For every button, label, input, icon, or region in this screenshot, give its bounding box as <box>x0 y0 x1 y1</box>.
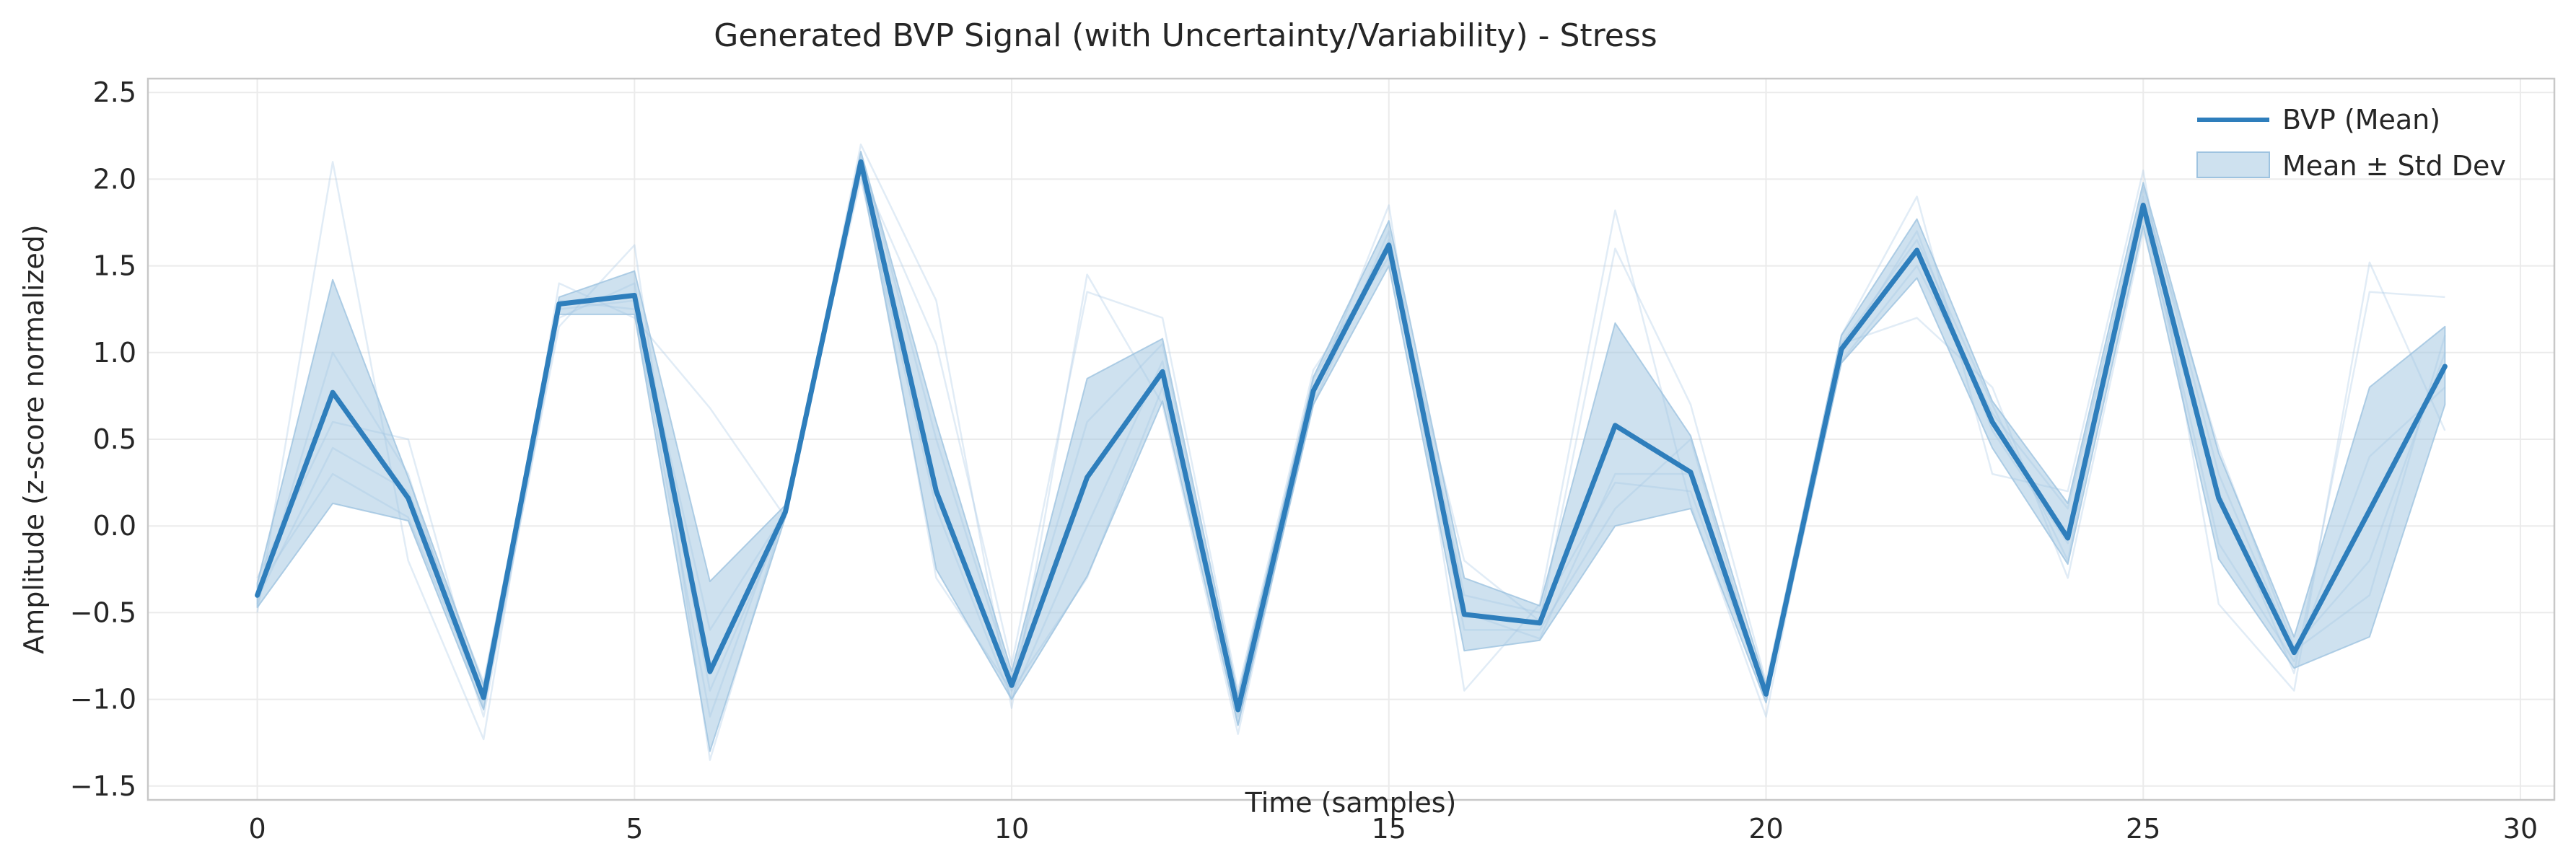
chart-title: Generated BVP Signal (with Uncertainty/V… <box>714 17 1657 54</box>
x-axis-label: Time (samples) <box>1245 787 1457 819</box>
plot-frame <box>146 77 2556 801</box>
x-tick-label: 10 <box>994 813 1029 841</box>
y-tick-label: −1.5 <box>70 770 136 802</box>
sample-line <box>256 144 2446 741</box>
sample-line <box>256 178 2446 726</box>
y-tick-label: 1.0 <box>93 337 136 369</box>
sample-line <box>256 157 2446 718</box>
x-tick-label: 0 <box>248 813 266 841</box>
y-tick-label: 1.5 <box>93 250 136 282</box>
y-tick-labels: −1.5 −1.0 −0.5 0.0 0.5 1.0 1.5 2.0 2.5 <box>70 76 136 802</box>
y-tick-label: 2.5 <box>93 76 136 108</box>
sample-lines-layer <box>256 144 2446 761</box>
y-tick-label: 0.5 <box>93 423 136 455</box>
legend-band-swatch <box>2196 151 2270 178</box>
x-tick-label: 30 <box>2503 813 2538 841</box>
mean-line-layer <box>255 159 2448 713</box>
y-tick-label: 2.0 <box>93 163 136 195</box>
x-tick-labels: 0 5 10 15 20 25 30 <box>248 813 2538 841</box>
x-tick-label: 20 <box>1748 813 1783 841</box>
legend-band-label: Mean ± Std Dev <box>2282 150 2506 182</box>
y-tick-label: 0.0 <box>93 510 136 542</box>
mean-line <box>255 159 2448 713</box>
std-band-layer <box>256 151 2446 752</box>
sample-line <box>256 169 2445 761</box>
y-axis-label: Amplitude (z-score normalized) <box>18 224 50 653</box>
y-tick-label: −1.0 <box>70 684 136 715</box>
x-tick-label: 5 <box>626 813 643 841</box>
std-dev-band <box>256 151 2446 752</box>
legend-mean-label: BVP (Mean) <box>2282 104 2440 136</box>
x-tick-label: 15 <box>1372 813 1406 841</box>
y-tick-label: −0.5 <box>70 596 136 628</box>
sample-line <box>256 152 2446 718</box>
legend: BVP (Mean) Mean ± Std Dev <box>2196 104 2506 182</box>
x-tick-label: 25 <box>2126 813 2160 841</box>
